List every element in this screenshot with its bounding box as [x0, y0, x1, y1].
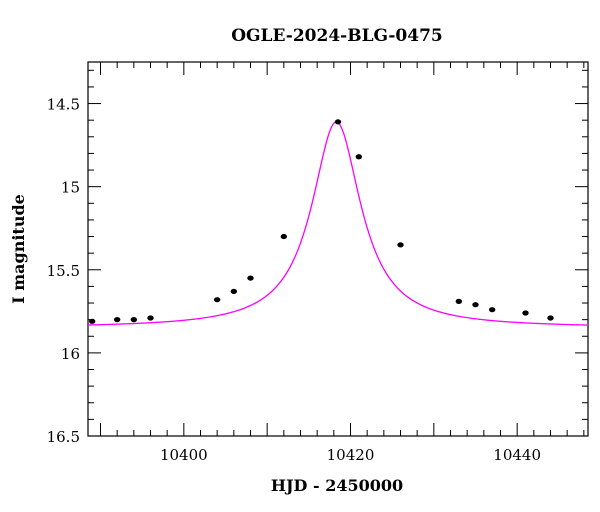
x-tick-label: 10440 [493, 446, 541, 464]
x-axis-label: HJD - 2450000 [271, 476, 403, 495]
y-tick-label: 14.5 [47, 96, 80, 114]
data-point [547, 315, 554, 321]
data-point [230, 288, 238, 294]
data-point [334, 119, 342, 125]
x-tick-label: 10400 [160, 446, 208, 464]
plot-area: 10400 10420 10440 14.5 15 15.5 16 16.5 [47, 61, 589, 464]
x-tick-label: 10420 [327, 446, 375, 464]
data-point [355, 154, 363, 160]
data-point [130, 317, 138, 323]
y-tick-label: 15.5 [47, 262, 80, 280]
data-point [113, 317, 121, 323]
data-point [472, 302, 479, 308]
data-point [147, 315, 154, 321]
data-point [88, 318, 96, 324]
data-point [247, 275, 254, 281]
y-tick-label: 16 [61, 345, 80, 363]
data-point [522, 310, 529, 316]
data-point [280, 233, 288, 240]
y-tick-label: 16.5 [47, 428, 80, 446]
y-tick-label: 15 [61, 179, 80, 197]
chart-title: OGLE-2024-BLG-0475 [231, 26, 443, 46]
y-axis-label: I magnitude [9, 194, 28, 304]
data-point [213, 297, 221, 303]
data-point [455, 298, 463, 304]
data-point [397, 242, 404, 248]
model-curve [87, 121, 589, 326]
plot-frame [87, 61, 589, 437]
data-point [488, 307, 496, 313]
